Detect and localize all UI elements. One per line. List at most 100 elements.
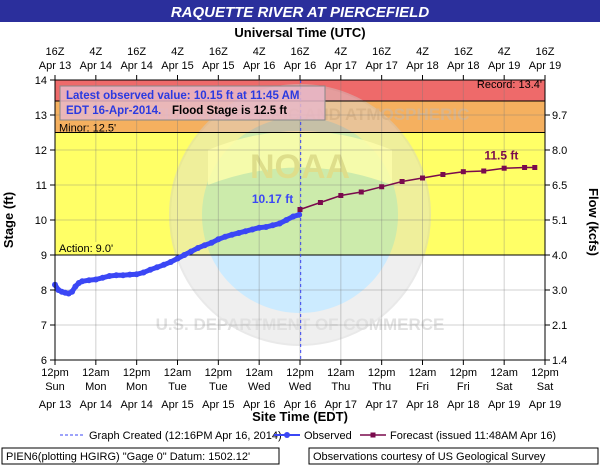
observed-point <box>208 239 215 246</box>
top-tick-date: Apr 14 <box>120 60 152 72</box>
x-tick-date: Apr 17 <box>325 399 357 411</box>
observed-point <box>201 242 208 249</box>
top-tick-date: Apr 15 <box>202 60 234 72</box>
x-tick-date: Apr 13 <box>39 399 71 411</box>
forecast-point <box>522 165 528 170</box>
title-bar <box>0 0 600 22</box>
annotation-box <box>59 85 326 121</box>
x-tick-date: Apr 19 <box>529 399 561 411</box>
legend-observed-label: Observed <box>304 430 352 442</box>
observed-point <box>69 288 76 295</box>
y-tick-label: 9 <box>41 250 47 262</box>
observed-point <box>262 224 269 230</box>
x-tick-day: Tue <box>209 381 228 393</box>
x-tick-time: 12pm <box>531 367 559 379</box>
top-tick-date: Apr 17 <box>325 60 357 72</box>
forecast-point <box>532 165 538 170</box>
observed-point <box>86 277 93 284</box>
top-tick-time: 16Z <box>454 46 473 58</box>
top-tick-time: 16Z <box>127 46 146 58</box>
forecast-point <box>297 207 303 212</box>
x-tick-time: 12pm <box>205 367 233 379</box>
observed-point <box>283 217 290 223</box>
latest-observed-annotation: Latest observed value: 10.15 ft at 11:45… <box>59 85 326 121</box>
legend: Graph Created (12:16PM Apr 16, 2014) Obs… <box>60 430 556 442</box>
x-tick-time: 12am <box>409 367 437 379</box>
chart-title: RAQUETTE RIVER AT PIERCEFIELD <box>171 4 430 21</box>
flow-tick-label: 2.1 <box>552 320 567 332</box>
top-tick-time: 16Z <box>291 46 310 58</box>
observed-point <box>140 269 147 276</box>
forecast-point <box>481 168 487 174</box>
top-tick-time: 16Z <box>536 46 555 58</box>
record-stage-label: Record: 13.4' <box>477 79 542 91</box>
x-tick-date: Apr 18 <box>447 399 479 411</box>
legend-forecast-label: Forecast (issued 11:48AM Apr 16) <box>390 430 556 442</box>
observed-point <box>154 264 161 271</box>
top-tick-date: Apr 16 <box>284 60 316 72</box>
observed-point <box>222 233 229 240</box>
annotation-line-1: Latest observed value: 10.15 ft at 11:45… <box>66 90 300 102</box>
band-minor <box>55 132 545 255</box>
observed-point <box>120 272 127 279</box>
forecast-series <box>297 165 538 212</box>
observed-value-label: 10.17 ft <box>252 192 293 206</box>
observed-point <box>113 272 120 279</box>
y-axis-title: Stage (ft) <box>1 192 16 248</box>
minor-stage-label: Minor: 12.5' <box>59 123 116 135</box>
forecast-point <box>317 200 323 205</box>
x-tick-time: 12am <box>82 367 110 379</box>
x-tick-time: 12am <box>245 367 273 379</box>
annotation-line-2a: EDT 16-Apr-2014. <box>66 105 161 117</box>
x-tick-day: Thu <box>331 381 350 393</box>
x-tick-day: Sat <box>496 381 513 393</box>
observed-point <box>249 226 256 233</box>
observed-point <box>194 245 201 251</box>
x-axis-title: Site Time (EDT) <box>252 409 348 424</box>
top-tick-time: 4Z <box>89 46 102 58</box>
x-tick-day: Mon <box>126 381 147 393</box>
x-tick-date: Apr 16 <box>243 399 275 411</box>
top-tick-time: 4Z <box>334 46 347 58</box>
observed-point <box>188 248 195 255</box>
x-tick-day: Mon <box>85 381 106 393</box>
x-tick-date: Apr 18 <box>406 399 438 411</box>
forecast-point <box>379 184 385 190</box>
x-tick-time: 12pm <box>41 367 69 379</box>
observed-point <box>215 236 222 243</box>
footer-right-box <box>308 447 599 465</box>
x-tick-day: Sat <box>537 381 554 393</box>
top-tick-date: Apr 13 <box>39 60 71 72</box>
bottom-axis: 12pm Sun Apr 13 12am Mon Apr 14 12pm Mon Apr 14 1… <box>39 360 561 411</box>
top-tick-time: 4Z <box>416 46 429 58</box>
footer-source: Observations courtesy of US Geological S… <box>313 451 546 463</box>
forecast-point <box>399 179 405 184</box>
observed-point <box>106 273 113 279</box>
observed-point <box>92 276 99 283</box>
flow-tick-label: 4.0 <box>552 250 567 262</box>
observed-point <box>160 261 167 268</box>
observed-point <box>269 222 276 229</box>
x-tick-day: Sun <box>45 381 65 393</box>
x-tick-date: Apr 15 <box>161 399 193 411</box>
legend-created-label: Graph Created (12:16PM Apr 16, 2014) <box>89 430 282 442</box>
top-tick-date: Apr 19 <box>488 60 520 72</box>
y-axis-right-title: Flow (kcfs) <box>586 188 600 256</box>
x-tick-day: Wed <box>289 381 311 393</box>
observed-point <box>228 231 235 238</box>
top-tick-time: 16Z <box>46 46 65 58</box>
observed-point <box>147 266 154 273</box>
x-tick-time: 12pm <box>368 367 396 379</box>
top-tick-time: 4Z <box>171 46 184 58</box>
forecast-point <box>358 189 364 195</box>
x-tick-date: Apr 14 <box>120 399 152 411</box>
y-tick-label: 6 <box>41 355 47 367</box>
x-tick-time: 12pm <box>286 367 314 379</box>
top-tick-time: 4Z <box>253 46 266 58</box>
x-tick-time: 12am <box>490 367 518 379</box>
observed-point <box>167 259 174 265</box>
y-tick-label: 13 <box>35 110 47 122</box>
observed-point <box>133 271 140 278</box>
noaa-seal-lettering: NOAA <box>250 148 350 186</box>
